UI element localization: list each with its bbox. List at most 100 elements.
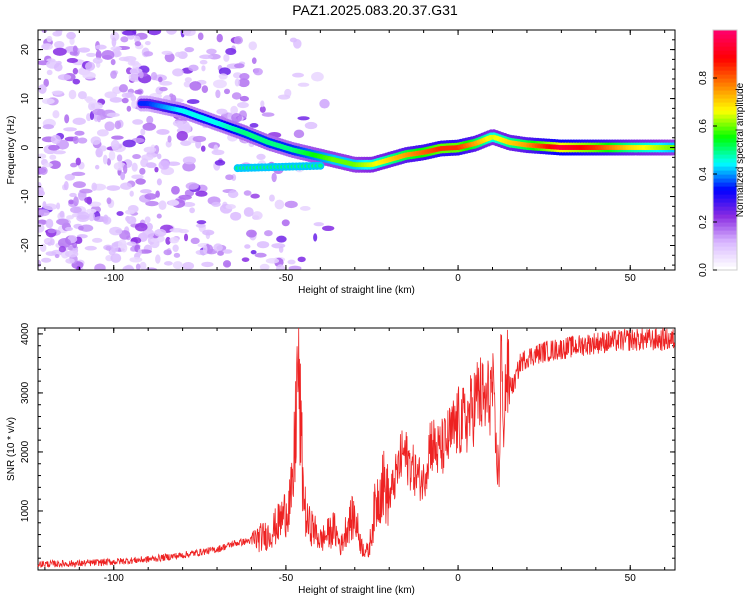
noise-blob (102, 154, 108, 165)
noise-blob (182, 156, 196, 165)
colorbar-segment (713, 38, 737, 43)
colorbar-segment (713, 266, 737, 271)
noise-blob (188, 64, 199, 72)
noise-blob (146, 115, 154, 125)
noise-blob (52, 150, 66, 155)
noise-blob (201, 85, 209, 94)
noise-blob (117, 239, 127, 249)
colorbar-segment (713, 126, 737, 131)
noise-blob (134, 89, 143, 95)
noise-blob (129, 68, 138, 74)
noise-blob (129, 256, 143, 263)
noise-blob (57, 237, 71, 248)
noise-blob (281, 219, 290, 227)
noise-blob (150, 71, 158, 81)
noise-blob (172, 261, 183, 270)
noise-blob (38, 259, 42, 268)
noise-blob (129, 190, 134, 197)
noise-blob (45, 218, 54, 229)
colorbar-segment (713, 262, 737, 267)
noise-blob (184, 46, 195, 53)
noise-blob (43, 162, 53, 168)
noise-blob (42, 98, 55, 105)
colorbar-segment (713, 238, 737, 243)
noise-blob (145, 222, 153, 231)
noise-blob (134, 35, 141, 43)
colorbar-segment (713, 174, 737, 179)
noise-blob (47, 228, 57, 234)
spectrogram-plot (38, 30, 675, 270)
noise-blob (297, 116, 310, 121)
noise-blob (126, 241, 137, 246)
noise-blob (125, 215, 131, 222)
noise-blob (237, 101, 249, 109)
noise-blob (234, 78, 240, 87)
noise-blob (131, 174, 144, 180)
noise-blob (213, 79, 227, 89)
noise-blob (174, 51, 182, 57)
noise-blob (154, 166, 159, 173)
noise-blob (287, 259, 296, 265)
noise-blob (218, 73, 228, 80)
noise-blob (206, 244, 214, 254)
noise-blob (104, 121, 115, 132)
noise-blob (144, 193, 157, 200)
noise-blob (256, 241, 270, 249)
noise-blob (156, 213, 162, 219)
noise-blob (189, 81, 202, 91)
noise-blob (39, 243, 47, 253)
noise-blob (202, 229, 215, 236)
noise-blob (106, 112, 120, 118)
noise-blob (293, 129, 305, 139)
noise-blob (213, 243, 223, 252)
top-frame (37, 29, 676, 271)
noise-blob (72, 45, 78, 53)
noise-blob (239, 95, 249, 102)
noise-blob (79, 224, 94, 232)
figure-title: PAZ1.2025.083.20.37.G31 (292, 2, 458, 18)
noise-blob (256, 153, 266, 161)
noise-blob (158, 76, 163, 83)
noise-blob (42, 201, 47, 209)
noise-blob (59, 210, 65, 218)
bottom-ylabel: SNR (10 * v/v) (6, 417, 17, 481)
noise-blob (206, 48, 217, 55)
colorbar-segment (713, 46, 737, 51)
bottom-ytick-label: 4000 (20, 322, 31, 345)
noise-blob (274, 199, 285, 210)
noise-blob (42, 124, 55, 130)
noise-blob (230, 211, 242, 221)
noise-blob (159, 86, 168, 92)
colorbar-segment (713, 182, 737, 187)
noise-blob (64, 173, 76, 181)
noise-blob (173, 252, 181, 258)
noise-blob (241, 257, 250, 262)
noise-blob (166, 30, 177, 35)
noise-blob (155, 254, 161, 264)
colorbar-segment (713, 230, 737, 235)
colorbar-segment (713, 186, 737, 191)
noise-blob (66, 31, 76, 40)
bottom-ytick-label: 3000 (20, 381, 31, 404)
noise-blob (65, 226, 74, 231)
noise-blob (260, 100, 265, 108)
colorbar-segment (713, 130, 737, 135)
noise-blob (134, 222, 148, 232)
noise-blob (154, 228, 167, 237)
colorbar-segment (713, 198, 737, 203)
noise-blob (72, 135, 79, 145)
colorbar-segment (713, 170, 737, 175)
colorbar-segment (713, 142, 737, 147)
noise-blob (94, 263, 106, 270)
top-xlabel: Height of straight line (km) (298, 285, 415, 296)
noise-blob (132, 153, 141, 160)
noise-blob (135, 263, 141, 270)
noise-blob (52, 110, 60, 119)
noise-blob (120, 182, 132, 190)
colorbar-segment (713, 218, 737, 223)
noise-blob (137, 249, 142, 256)
bottom-xtick-label: 0 (455, 573, 461, 584)
noise-blob (110, 253, 122, 263)
snr-line (37, 327, 676, 568)
colorbar-segment (713, 158, 737, 163)
